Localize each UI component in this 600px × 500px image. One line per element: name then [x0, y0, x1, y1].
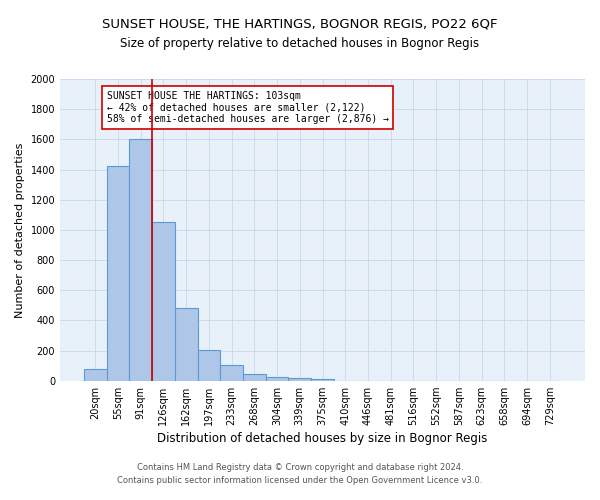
Bar: [311, 379, 334, 380]
Bar: [220, 365, 243, 380]
Y-axis label: Number of detached properties: Number of detached properties: [15, 142, 25, 318]
Bar: [130, 140, 152, 380]
Bar: [107, 166, 130, 380]
Text: SUNSET HOUSE THE HARTINGS: 103sqm
← 42% of detached houses are smaller (2,122)
5: SUNSET HOUSE THE HARTINGS: 103sqm ← 42% …: [107, 91, 389, 124]
Text: Size of property relative to detached houses in Bognor Regis: Size of property relative to detached ho…: [121, 38, 479, 51]
Text: SUNSET HOUSE, THE HARTINGS, BOGNOR REGIS, PO22 6QF: SUNSET HOUSE, THE HARTINGS, BOGNOR REGIS…: [102, 18, 498, 30]
Bar: [175, 308, 197, 380]
X-axis label: Distribution of detached houses by size in Bognor Regis: Distribution of detached houses by size …: [157, 432, 488, 445]
Bar: [197, 350, 220, 380]
Text: Contains HM Land Registry data © Crown copyright and database right 2024.: Contains HM Land Registry data © Crown c…: [137, 464, 463, 472]
Bar: [152, 222, 175, 380]
Text: Contains public sector information licensed under the Open Government Licence v3: Contains public sector information licen…: [118, 476, 482, 485]
Bar: [266, 377, 289, 380]
Bar: [84, 368, 107, 380]
Bar: [243, 374, 266, 380]
Bar: [289, 378, 311, 380]
